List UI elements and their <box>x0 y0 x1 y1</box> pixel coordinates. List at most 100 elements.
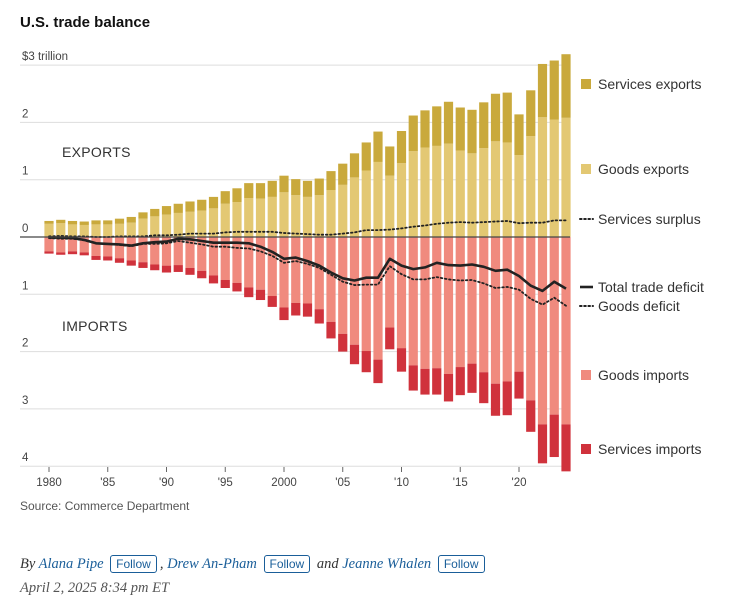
x-tick-label: '90 <box>159 477 174 489</box>
bar-services-exports <box>44 220 54 224</box>
bar-goods-imports <box>420 237 430 369</box>
bar-services-exports <box>514 114 524 156</box>
legend-item-total-trade-deficit: Total trade deficit <box>580 279 704 295</box>
bar-goods-imports <box>302 237 313 304</box>
y-tick-label: 4 <box>22 452 29 464</box>
y-tick-label: 2 <box>22 338 28 350</box>
follow-button-3[interactable]: Follow <box>437 555 485 573</box>
bar-services-imports <box>220 279 230 288</box>
bar-goods-imports <box>208 237 219 276</box>
bar-services-exports <box>479 102 489 149</box>
bar-services-exports <box>79 221 89 225</box>
bar-goods-exports <box>232 202 242 237</box>
bar-services-imports <box>326 321 336 339</box>
bar-goods-imports <box>138 237 148 263</box>
bar-services-exports <box>114 218 125 224</box>
byline-prefix: By <box>20 556 36 572</box>
bar-goods-exports <box>291 195 301 237</box>
bar-services-imports <box>514 371 524 399</box>
bar-goods-exports <box>79 224 89 237</box>
bar-goods-imports <box>232 237 242 283</box>
x-tick-label: '05 <box>335 477 350 489</box>
legend-item-services-surplus: Services surplus <box>579 211 701 227</box>
bar-services-exports <box>267 180 277 197</box>
bars <box>44 54 571 472</box>
bar-goods-exports <box>302 196 313 237</box>
bar-goods-imports <box>443 237 454 374</box>
bar-goods-exports <box>56 223 66 237</box>
bar-goods-imports <box>549 237 559 415</box>
bar-services-exports <box>161 206 172 215</box>
bar-services-exports <box>373 131 383 162</box>
annotation-imports: IMPORTS <box>62 318 128 334</box>
bar-goods-exports <box>561 117 571 237</box>
bar-goods-exports <box>455 150 465 237</box>
bar-services-imports <box>455 367 465 396</box>
bar-services-exports <box>208 196 219 209</box>
bar-goods-imports <box>490 237 501 384</box>
bar-goods-exports <box>526 136 536 237</box>
author-link-3[interactable]: Jeanne Whalen <box>342 556 432 572</box>
legend-swatch-services-imports <box>581 444 591 454</box>
bar-services-exports <box>326 171 336 191</box>
bar-goods-imports <box>432 237 442 369</box>
byline: By Alana Pipe Follow, Drew An-Pham Follo… <box>20 555 488 573</box>
bar-services-exports <box>150 208 160 217</box>
bar-goods-imports <box>103 237 113 257</box>
author-link-1[interactable]: Alana Pipe <box>38 556 104 572</box>
bar-services-exports <box>490 93 501 142</box>
bar-services-imports <box>385 327 395 350</box>
bar-services-imports <box>279 307 289 321</box>
bar-services-exports <box>91 220 101 225</box>
legend-label-goods-exports: Goods exports <box>598 161 689 177</box>
bar-services-exports <box>502 92 512 143</box>
bar-services-exports <box>338 163 348 185</box>
bar-services-imports <box>103 256 113 261</box>
bar-goods-exports <box>197 210 207 237</box>
author-link-2[interactable]: Drew An-Pham <box>167 556 257 572</box>
bar-goods-exports <box>244 198 254 237</box>
legend: Services exports Goods exports Services su… <box>579 76 704 457</box>
axes: $3 trillion 2 1 0 1 2 3 4 1980 '85 '90 '95 2000 '05 '1… <box>20 51 570 489</box>
bar-services-exports <box>291 179 301 196</box>
follow-button-1[interactable]: Follow <box>110 555 157 573</box>
bar-goods-imports <box>79 237 89 253</box>
bar-services-imports <box>197 270 207 279</box>
bar-services-exports <box>126 216 136 223</box>
bar-goods-exports <box>173 212 183 237</box>
bar-services-exports <box>302 180 313 197</box>
bar-services-imports <box>490 383 501 416</box>
bar-services-imports <box>432 368 442 395</box>
bar-services-exports <box>244 183 254 199</box>
y-tick-label: 2 <box>22 108 28 120</box>
bar-services-imports <box>561 424 571 472</box>
bar-services-exports <box>537 63 548 118</box>
bar-goods-imports <box>67 237 78 252</box>
y-tick-label: 3 <box>22 395 28 407</box>
legend-label-total-trade-deficit: Total trade deficit <box>598 279 704 295</box>
bar-services-exports <box>526 90 536 137</box>
bar-goods-exports <box>267 196 277 237</box>
chart-source: Source: Commerce Department <box>20 499 190 513</box>
bar-goods-imports <box>467 237 477 364</box>
bar-services-exports <box>56 219 66 224</box>
bar-services-exports <box>385 146 395 176</box>
bar-services-imports <box>232 282 242 292</box>
x-tick-label: '85 <box>100 477 115 489</box>
bar-services-imports <box>44 251 54 254</box>
bar-services-exports <box>443 101 454 144</box>
bar-goods-imports <box>91 237 101 256</box>
line-total-trade-deficit <box>49 236 567 293</box>
bar-goods-imports <box>526 237 536 401</box>
bar-services-exports <box>255 183 266 199</box>
follow-button-2[interactable]: Follow <box>263 555 311 573</box>
bar-services-imports <box>173 265 183 272</box>
bar-goods-exports <box>103 224 113 237</box>
bar-goods-exports <box>396 163 407 237</box>
bar-goods-imports <box>561 237 571 425</box>
x-tick-label: '20 <box>512 477 527 489</box>
bar-goods-imports <box>479 237 489 373</box>
bar-services-imports <box>208 275 219 284</box>
x-tick-label: '95 <box>218 477 233 489</box>
bar-goods-exports <box>326 190 336 237</box>
